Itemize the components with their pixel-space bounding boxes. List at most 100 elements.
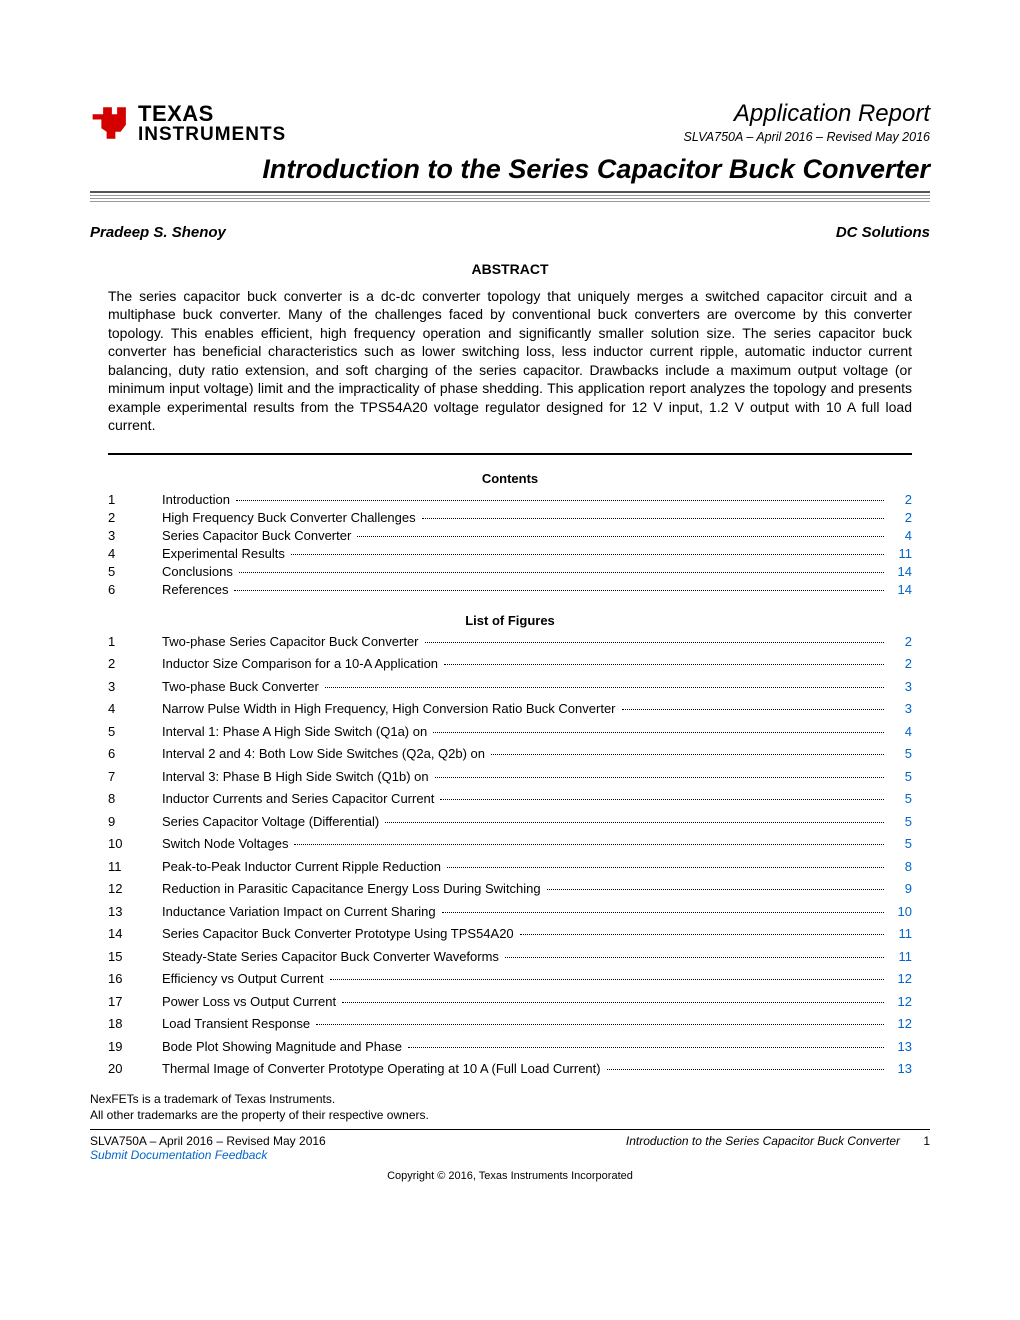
- lof-item-page-link[interactable]: 10: [886, 904, 912, 919]
- toc-item-page-link[interactable]: 11: [886, 546, 912, 561]
- toc-leader-dots: [325, 687, 884, 688]
- lof-item-page-link[interactable]: 8: [886, 859, 912, 874]
- lof-item-page-link[interactable]: 11: [886, 949, 912, 964]
- toc-item-page-link[interactable]: 14: [886, 564, 912, 579]
- lof-item-row: 13Inductance Variation Impact on Current…: [108, 904, 912, 919]
- lof-item-row: 15Steady-State Series Capacitor Buck Con…: [108, 949, 912, 964]
- lof-item-label: Bode Plot Showing Magnitude and Phase: [162, 1039, 406, 1054]
- lof-item-num: 7: [108, 769, 162, 784]
- lof-item-page-link[interactable]: 9: [886, 881, 912, 896]
- lof-item-label: Interval 2 and 4: Both Low Side Switches…: [162, 746, 489, 761]
- lof-item-page-link[interactable]: 5: [886, 791, 912, 806]
- lof-item-row: 14Series Capacitor Buck Converter Protot…: [108, 926, 912, 941]
- lof-item-row: 18Load Transient Response12: [108, 1016, 912, 1031]
- lof-item-page-link[interactable]: 13: [886, 1039, 912, 1054]
- logo-text: TEXAS INSTRUMENTS: [138, 103, 286, 144]
- toc-item-label: Conclusions: [162, 564, 237, 579]
- toc-leader-dots: [357, 536, 884, 537]
- lof-item-label: Switch Node Voltages: [162, 836, 292, 851]
- lof-item-num: 18: [108, 1016, 162, 1031]
- lof-item-page-link[interactable]: 5: [886, 769, 912, 784]
- author-row: Pradeep S. Shenoy DC Solutions: [90, 224, 930, 241]
- lof-item-row: 19Bode Plot Showing Magnitude and Phase1…: [108, 1039, 912, 1054]
- logo-line2: INSTRUMENTS: [138, 125, 286, 144]
- trademark-block: NexFETs is a trademark of Texas Instrume…: [90, 1092, 930, 1123]
- toc-item-label: Introduction: [162, 492, 234, 507]
- lof-item-page-link[interactable]: 13: [886, 1061, 912, 1076]
- contents-heading: Contents: [90, 471, 930, 486]
- copyright: Copyright © 2016, Texas Instruments Inco…: [90, 1170, 930, 1182]
- lof-item-page-link[interactable]: 2: [886, 656, 912, 671]
- toc-leader-dots: [433, 732, 884, 733]
- toc-leader-dots: [520, 934, 884, 935]
- toc-item-page-link[interactable]: 4: [886, 528, 912, 543]
- lof-item-label: Two-phase Buck Converter: [162, 679, 323, 694]
- lof-item-page-link[interactable]: 5: [886, 746, 912, 761]
- lof-item-row: 16Efficiency vs Output Current12: [108, 971, 912, 986]
- toc-item-page-link[interactable]: 2: [886, 510, 912, 525]
- lof-item-page-link[interactable]: 12: [886, 994, 912, 1009]
- lof-item-label: Interval 1: Phase A High Side Switch (Q1…: [162, 724, 431, 739]
- toc-item-label: References: [162, 582, 232, 597]
- doc-id: SLVA750A – April 2016 – Revised May 2016: [684, 130, 930, 144]
- lof-item-page-link[interactable]: 12: [886, 1016, 912, 1031]
- lof-item-row: 10Switch Node Voltages5: [108, 836, 912, 851]
- lof-item-row: 8Inductor Currents and Series Capacitor …: [108, 791, 912, 806]
- lof-item-page-link[interactable]: 4: [886, 724, 912, 739]
- lof-item-row: 6Interval 2 and 4: Both Low Side Switche…: [108, 746, 912, 761]
- toc-item-row: 1Introduction 2: [108, 492, 912, 507]
- lof-item-row: 20Thermal Image of Converter Prototype O…: [108, 1061, 912, 1076]
- toc-item-page-link[interactable]: 14: [886, 582, 912, 597]
- logo: TEXAS INSTRUMENTS: [90, 102, 286, 144]
- lof-item-label: Series Capacitor Voltage (Differential): [162, 814, 383, 829]
- author: Pradeep S. Shenoy: [90, 224, 226, 241]
- lof-item-page-link[interactable]: 5: [886, 814, 912, 829]
- lof-item-page-link[interactable]: 11: [886, 926, 912, 941]
- footer-rule: [90, 1129, 930, 1130]
- toc-item-num: 5: [108, 564, 162, 579]
- lof-item-page-link[interactable]: 12: [886, 971, 912, 986]
- title-rules: [90, 191, 930, 202]
- lof-item-num: 11: [108, 859, 162, 874]
- lof-item-page-link[interactable]: 2: [886, 634, 912, 649]
- header-right: Application Report SLVA750A – April 2016…: [684, 100, 930, 144]
- abstract-rule: [108, 453, 912, 455]
- footer-docid: SLVA750A – April 2016 – Revised May 2016: [90, 1134, 326, 1148]
- page-title: Introduction to the Series Capacitor Buc…: [90, 154, 930, 185]
- toc-leader-dots: [547, 889, 884, 890]
- toc-leader-dots: [607, 1069, 884, 1070]
- toc-leader-dots: [491, 754, 884, 755]
- lof-item-num: 16: [108, 971, 162, 986]
- lof-item-num: 6: [108, 746, 162, 761]
- toc-item-row: 5Conclusions 14: [108, 564, 912, 579]
- toc-leader-dots: [444, 664, 884, 665]
- toc-item-num: 3: [108, 528, 162, 543]
- footer-right: Introduction to the Series Capacitor Buc…: [626, 1134, 930, 1162]
- header-row: TEXAS INSTRUMENTS Application Report SLV…: [90, 100, 930, 144]
- lof-item-row: 5Interval 1: Phase A High Side Switch (Q…: [108, 724, 912, 739]
- lof-item-page-link[interactable]: 3: [886, 679, 912, 694]
- abstract-body: The series capacitor buck converter is a…: [108, 287, 912, 435]
- lof-item-num: 17: [108, 994, 162, 1009]
- lof-item-page-link[interactable]: 3: [886, 701, 912, 716]
- toc-item-num: 6: [108, 582, 162, 597]
- toc-leader-dots: [239, 572, 884, 573]
- toc-leader-dots: [442, 912, 884, 913]
- toc-item-row: 4Experimental Results11: [108, 546, 912, 561]
- lof-item-row: 12Reduction in Parasitic Capacitance Ene…: [108, 881, 912, 896]
- toc-item-page-link[interactable]: 2: [886, 492, 912, 507]
- lof-item-page-link[interactable]: 5: [886, 836, 912, 851]
- toc-item-num: 1: [108, 492, 162, 507]
- lof-item-label: Inductance Variation Impact on Current S…: [162, 904, 440, 919]
- group: DC Solutions: [836, 224, 930, 241]
- figures-heading: List of Figures: [90, 613, 930, 628]
- toc-item-num: 4: [108, 546, 162, 561]
- lof-item-num: 8: [108, 791, 162, 806]
- toc-leader-dots: [440, 799, 884, 800]
- feedback-link[interactable]: Submit Documentation Feedback: [90, 1148, 267, 1162]
- lof-item-row: 4Narrow Pulse Width in High Frequency, H…: [108, 701, 912, 716]
- lof-item-label: Narrow Pulse Width in High Frequency, Hi…: [162, 701, 620, 716]
- lof-item-label: Steady-State Series Capacitor Buck Conve…: [162, 949, 503, 964]
- lof-item-num: 13: [108, 904, 162, 919]
- lof-item-label: Reduction in Parasitic Capacitance Energ…: [162, 881, 545, 896]
